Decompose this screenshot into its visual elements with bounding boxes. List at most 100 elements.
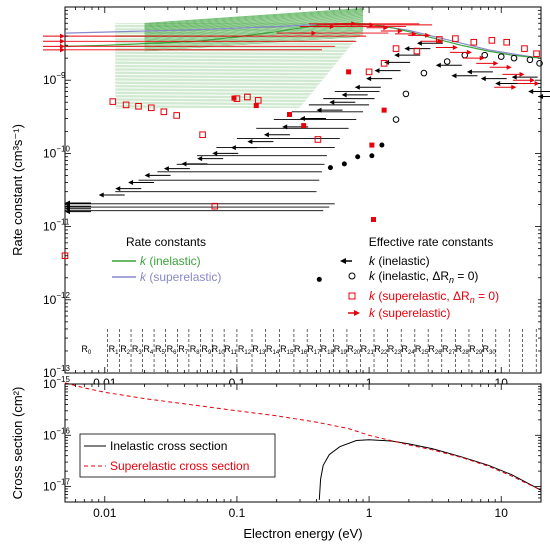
arrow-left-head [247,139,253,145]
arrow-left-head [115,186,121,192]
region-label: R11 [224,344,237,356]
green-rate-line [115,81,322,83]
green-rate-line [115,102,304,104]
green-rate-line [115,64,336,66]
green-rate-line [115,62,337,65]
arrow-right-head [452,44,458,50]
region-label: R9 [201,344,212,356]
region-label: R30 [482,344,496,356]
green-rate-line [115,85,318,87]
rate-constant-panel: R0 R1 R2 R3 R4 R5 R6 R7 R8 R9 R10 R11 R12 R13 R14 R15 R1… [10,6,550,390]
arrow-right-head [311,30,317,36]
arrow-left-head [329,99,335,105]
green-rate-line [144,24,364,40]
green-rate-line [144,34,364,51]
green-rate-line [115,80,323,82]
filled-square-marker [346,69,352,75]
open-square-marker [109,98,117,105]
bottom-y-axis-label: Cross section (cm²) [10,387,25,500]
top-y-tick-label: 10−13 [43,364,70,380]
arrow-right-head [60,33,65,39]
green-rate-line [144,32,364,49]
open-square-marker [413,47,421,55]
legend-cross-sections: Inelastic cross section Superelastic cro… [79,433,276,478]
green-rate-line [115,91,313,93]
green-rate-line [115,60,339,62]
open-circle-marker [402,90,410,98]
green-rate-line [115,95,310,97]
filled-square-marker [369,142,375,148]
region-label: R18 [321,344,335,356]
green-rate-line [115,55,343,57]
arrow-right-head [425,32,431,38]
arrow-right-head [397,28,403,34]
green-rate-line [144,14,364,31]
green-rate-line [144,14,364,30]
green-rate-line [115,75,326,77]
green-rate-line [144,10,364,27]
region-label: R6 [167,344,178,356]
green-rate-line [144,16,364,33]
green-rate-line [115,82,320,85]
open-square-marker [503,38,510,46]
legend-superelastic-label: k (superelastic) [140,270,221,284]
region-label: R13 [252,344,266,356]
green-rate-line [144,16,364,32]
top-y-tick-label: 10−11 [43,218,70,234]
arrow-left-head [163,166,169,172]
arrow-left-head [65,200,70,206]
green-rate-line [144,15,364,31]
green-rate-line [115,105,302,107]
open-square-marker [160,108,168,116]
legend-open-square-icon [348,292,356,300]
region-label: R17 [307,344,321,356]
green-rate-line [144,13,364,29]
green-rate-line [115,77,325,79]
region-label: R24 [401,344,415,356]
bottom-x-tick-label: 1 [366,506,373,520]
top-x-tick-label: 1 [366,376,373,390]
green-rate-line [115,92,312,94]
filled-square-marker [370,217,376,223]
open-circle-marker [481,51,489,59]
open-circle-marker [526,56,534,64]
green-rate-line [144,9,364,25]
green-rate-line [144,27,364,44]
green-rate-line [144,9,364,26]
bottom-plot-content [64,382,542,500]
arrow-left-head [128,180,134,186]
arrow-left-head [416,40,422,46]
arrow-right-head [383,25,389,31]
region-label: R28 [456,344,470,356]
legend-effective-title: Effective rate constants [369,235,494,249]
open-square-marker [244,93,251,101]
green-rate-line [115,78,324,80]
arrow-left-head [451,73,457,79]
arrow-right-head [60,43,65,49]
open-square-marker [521,45,528,52]
region-label: R7 [178,344,189,356]
green-rate-line [115,61,338,63]
green-rate-line [144,31,364,48]
inelastic-cross-section-curve [318,439,542,500]
open-square-marker [392,45,400,52]
region-label: R10 [212,344,226,356]
filled-square-marker [253,103,259,109]
green-rate-line [144,13,364,30]
open-square-marker [452,35,459,42]
arrow-left-head [528,89,534,95]
arrow-left-head [511,74,517,80]
arrow-left-head [197,156,203,162]
legend-inelastic-label: k (inelastic) [140,254,201,268]
region-label: R27 [442,344,456,356]
filled-square-marker [287,111,293,117]
green-rate-line [115,51,346,53]
open-square-marker [314,136,322,143]
green-rate-line [115,107,300,109]
region-label: R21 [361,344,375,356]
arrow-right-head [493,60,499,66]
green-rate-line [115,87,317,89]
arrow-left-head [394,52,400,58]
green-rate-line [115,58,340,60]
legend-superelastic-cs-label: Superelastic cross section [110,459,249,473]
